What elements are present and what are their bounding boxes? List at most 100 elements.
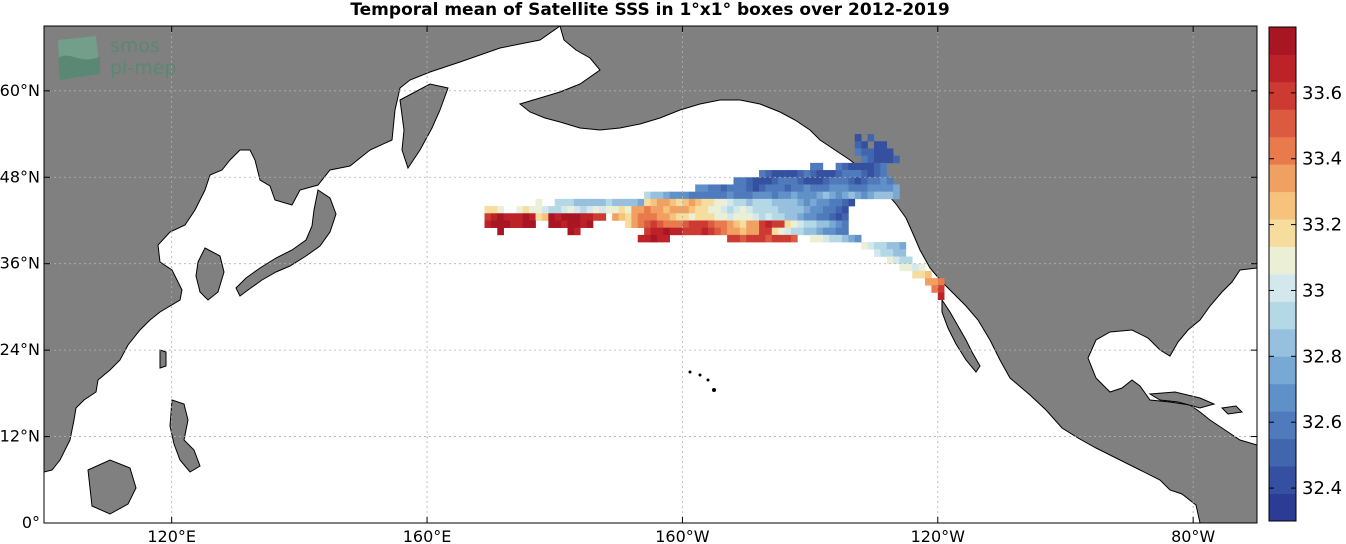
map-frame [43,25,1258,524]
sss-cell [701,206,709,214]
sss-cell [867,170,875,178]
sss-cell [490,206,498,214]
sss-cell [842,213,849,221]
sss-cell [803,227,811,236]
sss-cell [873,191,881,200]
sss-cell [771,220,779,228]
sss-cell [644,191,651,200]
colorbar-swatch [1269,383,1296,412]
sss-cell [880,177,888,185]
sss-cell [746,177,753,185]
sss-cell [886,177,894,185]
sss-cell [925,270,932,279]
sss-cell [739,227,747,236]
sss-cell [484,206,492,214]
sss-cell [733,184,741,192]
sss-cell [586,220,594,228]
sss-cell [663,234,670,243]
sss-cell [631,198,639,207]
sss-cell [893,256,900,264]
sss-cell [720,213,728,221]
sss-cell [803,213,811,221]
sss-cell [822,198,830,207]
sss-cell [720,206,728,214]
sss-cell [752,227,760,236]
sss-cell [733,206,741,214]
sss-cell [567,198,575,207]
sss-cell [912,270,919,279]
colorbar-tick-label: 33.6 [1302,83,1342,104]
sss-cell [637,234,645,243]
sss-cell [746,198,753,207]
sss-cell [835,170,843,178]
sss-cell [682,213,690,221]
sss-cell [561,198,568,207]
sss-cell [586,198,594,207]
sss-cell [656,220,664,228]
sss-cell [522,220,530,228]
sss-cell [848,177,856,185]
sss-cell [759,213,766,221]
lon-tick-label: 160°W [655,527,710,544]
sss-cell [522,213,530,221]
sss-cell [771,227,779,236]
sss-cell [612,213,619,221]
sss-cell [931,285,939,293]
sss-cell [759,191,766,200]
colorbar-tick-label: 33 [1302,280,1325,301]
sss-cell [835,206,843,214]
sss-cell [765,170,773,178]
sss-cell [650,206,658,214]
sss-cell [848,170,856,178]
colorbar-swatch [1269,219,1296,247]
sss-cell [778,184,785,192]
sss-cell [886,191,894,200]
sss-cell [867,134,875,142]
sss-cell [842,198,849,207]
land-japan [235,189,337,297]
sss-cell [561,206,568,214]
sss-cell [784,220,792,228]
sss-cell [854,162,862,171]
sss-cell [790,206,798,214]
sss-cell [688,213,696,221]
sss-cell [554,206,562,214]
sss-cell [656,234,664,243]
sss-cell [873,148,881,156]
sss-cell [873,249,881,257]
sss-cell [880,184,888,192]
sss-cell [816,227,824,236]
sss-cell [771,198,779,207]
sss-cell [893,249,900,257]
sss-cell [727,206,734,214]
sss-cell [797,220,805,228]
sss-cell [880,141,888,149]
sss-cell [676,220,683,228]
sss-cell [733,177,741,185]
sss-cell [720,184,728,192]
sss-cell [612,198,619,207]
sss-cell [803,177,811,185]
sss-cell [937,292,945,301]
sss-cell [822,177,830,185]
lon-tick-label: 120°E [147,527,196,544]
sss-cell [829,227,836,236]
sss-cell [905,256,913,264]
sss-cell [810,234,817,243]
sss-cell [810,198,817,207]
sss-cell [842,191,849,200]
sss-cell [790,191,798,200]
land-philippines [169,399,201,473]
land-borneo [87,459,137,515]
sss-cell [778,234,785,243]
colorbar-swatch [1269,81,1296,110]
sss-cell [695,213,702,221]
sss-cell [899,263,907,272]
sss-cell [835,184,843,192]
colorbar-swatch [1269,54,1296,83]
land-asia [44,26,561,473]
lat-tick-label: 60°N [0,81,40,100]
colorbar-tick-label: 32.6 [1302,412,1342,433]
sss-cell [631,206,639,214]
sss-cell [682,220,690,228]
